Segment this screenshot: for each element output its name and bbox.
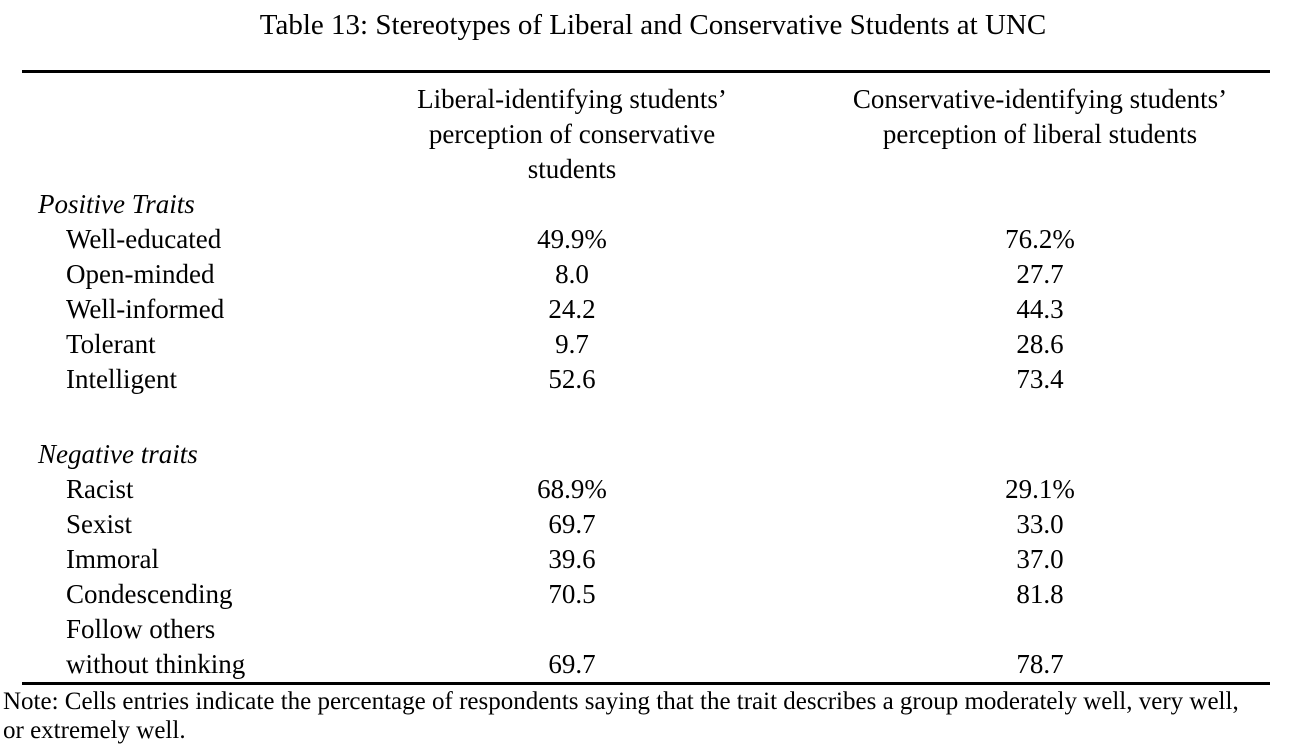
col1-header-line1: Liberal-identifying students’ xyxy=(417,84,727,114)
trait-label: Intelligent xyxy=(66,364,177,394)
col1-header-line2: perception of conservative xyxy=(428,119,716,149)
value-liberal-perception: 69.7 xyxy=(548,509,596,539)
row-label-header xyxy=(22,82,372,187)
note-line2: or extremely well. xyxy=(3,717,186,744)
trait-label: Open-minded xyxy=(66,259,215,289)
trait-label: Well-educated xyxy=(66,224,222,254)
top-rule xyxy=(22,70,1270,73)
value-liberal-perception: 8.0 xyxy=(555,259,589,289)
value-liberal-perception: 69.7 xyxy=(548,649,596,679)
trait-label: Condescending xyxy=(66,579,233,609)
value-liberal-perception xyxy=(372,187,772,222)
table-row-condescending: Condescending 70.5 81.8 xyxy=(22,577,1270,612)
trait-label: Well-informed xyxy=(66,294,225,324)
value-liberal-perception: 68.9% xyxy=(537,474,607,504)
value-conservative-perception: 73.4 xyxy=(1016,364,1064,394)
col2-header: Conservative-identifying students’ perce… xyxy=(772,82,1270,187)
value-liberal-perception: 70.5 xyxy=(548,579,596,609)
section-label: Positive Traits xyxy=(38,189,195,219)
trait-label: Immoral xyxy=(66,544,159,574)
note-line1: Note: Cells entries indicate the percent… xyxy=(3,688,1239,715)
value-conservative-perception: 81.8 xyxy=(1016,579,1064,609)
col2-header-line2: perception of liberal students xyxy=(882,119,1198,149)
bottom-rule xyxy=(22,682,1270,685)
value-liberal-perception xyxy=(372,437,772,472)
value-conservative-perception: 29.1% xyxy=(1005,474,1075,504)
col1-header: Liberal-identifying students’ perception… xyxy=(372,82,772,187)
value-conservative-perception: 78.7 xyxy=(1016,649,1064,679)
value-conservative-perception: 76.2% xyxy=(1005,224,1075,254)
value-conservative-perception: 37.0 xyxy=(1016,544,1064,574)
trait-label: Sexist xyxy=(66,509,133,539)
table-note: Note: Cells entries indicate the percent… xyxy=(3,687,1300,745)
value-liberal-perception: 9.7 xyxy=(555,329,589,359)
trait-label: without thinking xyxy=(66,649,246,679)
table-row-follow-others-line2: without thinking 69.7 78.7 xyxy=(22,647,1270,682)
value-conservative-perception: 28.6 xyxy=(1016,329,1064,359)
value-liberal-perception xyxy=(372,612,772,647)
table-row-intelligent: Intelligent 52.6 73.4 xyxy=(22,362,1270,397)
col2-header-line1: Conservative-identifying students’ xyxy=(852,84,1228,114)
table-row-racist: Racist 68.9% 29.1% xyxy=(22,472,1270,507)
col1-header-line3: students xyxy=(527,154,617,184)
value-conservative-perception: 33.0 xyxy=(1016,509,1064,539)
table-header-row: Liberal-identifying students’ perception… xyxy=(22,73,1270,187)
trait-label: Tolerant xyxy=(66,329,156,359)
section-row-negative: Negative traits xyxy=(22,437,1270,472)
table-row-follow-others-line1: Follow others xyxy=(22,612,1270,647)
table-row-well-educated: Well-educated 49.9% 76.2% xyxy=(22,222,1270,257)
table-title: Table 13: Stereotypes of Liberal and Con… xyxy=(259,9,1047,41)
value-conservative-perception: 27.7 xyxy=(1016,259,1064,289)
section-gap xyxy=(0,397,1306,437)
trait-label: Racist xyxy=(66,474,134,504)
table-row-well-informed: Well-informed 24.2 44.3 xyxy=(22,292,1270,327)
value-conservative-perception xyxy=(772,612,1270,647)
table-row-immoral: Immoral 39.6 37.0 xyxy=(22,542,1270,577)
value-liberal-perception: 39.6 xyxy=(548,544,596,574)
table-row-open-minded: Open-minded 8.0 27.7 xyxy=(22,257,1270,292)
value-liberal-perception: 52.6 xyxy=(548,364,596,394)
value-liberal-perception: 49.9% xyxy=(537,224,607,254)
section-row-positive: Positive Traits xyxy=(22,187,1270,222)
value-conservative-perception xyxy=(772,187,1270,222)
table-row-tolerant: Tolerant 9.7 28.6 xyxy=(22,327,1270,362)
value-liberal-perception: 24.2 xyxy=(548,294,596,324)
trait-label: Follow others xyxy=(66,614,216,644)
value-conservative-perception: 44.3 xyxy=(1016,294,1064,324)
table-row-sexist: Sexist 69.7 33.0 xyxy=(22,507,1270,542)
section-label: Negative traits xyxy=(38,439,198,469)
value-conservative-perception xyxy=(772,437,1270,472)
